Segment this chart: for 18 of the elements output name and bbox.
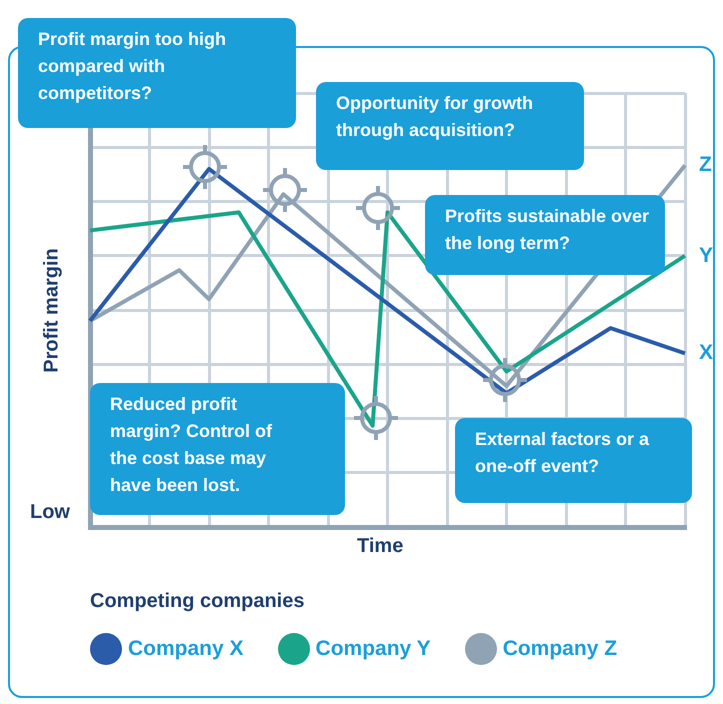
- legend-label: Company Z: [502, 637, 618, 661]
- annotation: External factors or a one-off event?: [475, 428, 650, 478]
- legend-label: Company X: [128, 637, 244, 661]
- callout-box: Reduced profit margin? Control of the cost base may have been lost.: [90, 383, 345, 515]
- callout-box: Opportunity for growth through acquisition?: [316, 82, 584, 170]
- callout-box: Profits sustainable over the long term?: [425, 195, 665, 275]
- text: Low: [30, 501, 70, 524]
- annotation: Reduced profit margin? Control of the cost base may have been lost.: [110, 393, 273, 497]
- text: Y: [699, 244, 714, 268]
- y-axis-title: Profit margin: [40, 248, 64, 372]
- x-axis-title: Time: [357, 535, 404, 558]
- callout-box: Profit margin too high compared with competitors?: [18, 18, 296, 128]
- legend-title: Competing companies: [90, 590, 306, 613]
- text: Z: [699, 153, 712, 178]
- annotation: Profits sustainable over the long term?: [445, 205, 650, 255]
- legend-label: Company Y: [316, 637, 431, 661]
- text: X: [699, 341, 714, 366]
- callout-box: External factors or a one-off event?: [455, 418, 692, 503]
